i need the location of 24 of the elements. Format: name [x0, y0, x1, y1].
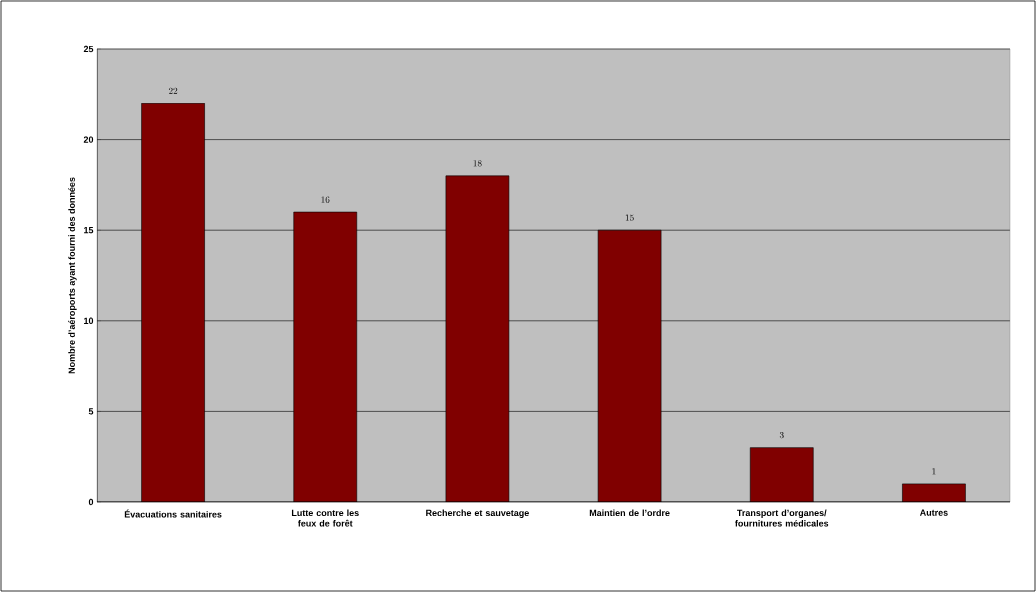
x-tick-label: Évacuations sanitaires: [124, 509, 222, 518]
x-tick-label: Maintien de l’ordre: [589, 509, 670, 517]
y-tick-label: 5: [88, 408, 94, 415]
y-axis-title: Nombre d’aéroports ayant fourni des données: [68, 177, 77, 374]
data-label: 16: [321, 196, 330, 203]
x-tick-label: Recherche et sauvetage: [426, 509, 529, 518]
data-label: 1: [932, 468, 936, 475]
data-label: 15: [625, 214, 634, 221]
y-tick-label: 20: [83, 136, 94, 143]
y-tick-label: 25: [83, 45, 94, 53]
bar: [293, 211, 358, 502]
bar: [597, 229, 662, 502]
y-tick-label: 10: [84, 317, 94, 324]
bar: [445, 175, 510, 502]
bar: [141, 103, 205, 502]
data-label: 18: [473, 160, 482, 167]
x-tick-label: Autres: [919, 509, 948, 516]
data-label: 22: [168, 87, 178, 94]
x-tick-label: Transport d’organes/ fournitures médicales: [735, 509, 829, 527]
y-tick-label: 0: [88, 498, 94, 506]
data-label: 3: [779, 432, 784, 439]
bar: [749, 447, 814, 502]
y-tick-label: 15: [84, 227, 94, 234]
x-tick-label: Lutte contre les feux de forêt: [291, 509, 359, 527]
